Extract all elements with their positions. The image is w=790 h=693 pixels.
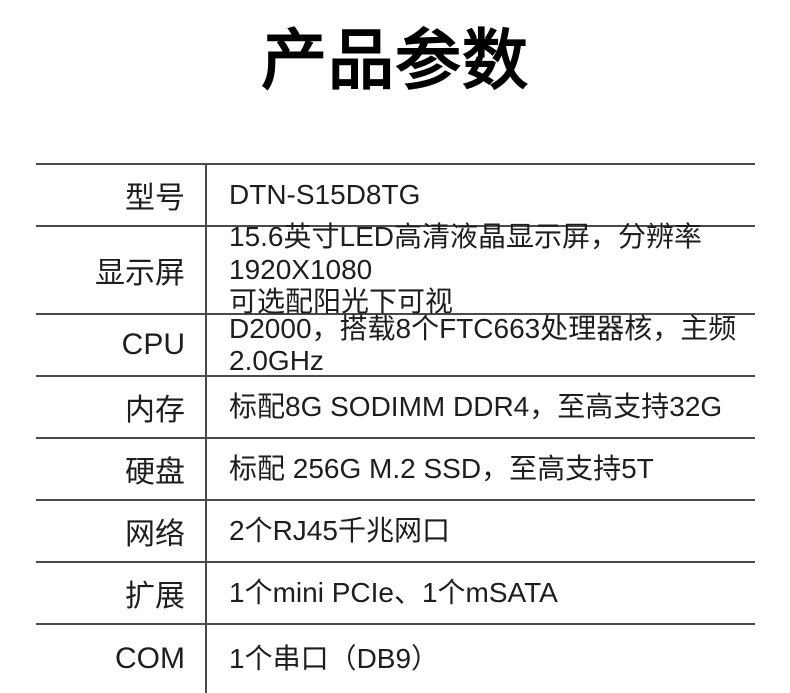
spec-label-expansion: 扩展 [36,563,207,623]
spec-label-memory: 内存 [36,377,207,437]
spec-row-com: COM 1个串口（DB9） [36,623,755,693]
spec-row-network: 网络 2个RJ45千兆网口 [36,499,755,561]
spec-row-memory: 内存 标配8G SODIMM DDR4，至高支持32G [36,375,755,437]
spec-label-storage: 硬盘 [36,439,207,499]
spec-value-model: DTN-S15D8TG [229,178,421,210]
spec-value-display: 15.6英寸LED高清液晶显示屏，分辨率1920X1080 可选配阳光下可视 [229,221,702,318]
spec-row-expansion: 扩展 1个mini PCIe、1个mSATA [36,561,755,623]
page-title: 产品参数 [261,23,529,97]
spec-label-com: COM [36,625,207,693]
spec-table: 型号 DTN-S15D8TG 显示屏 15.6英寸LED高清液晶显示屏，分辨率1… [36,163,755,693]
spec-label-cpu: CPU [36,315,207,375]
spec-value-memory: 标配8G SODIMM DDR4，至高支持32G [229,390,723,422]
spec-row-display: 显示屏 15.6英寸LED高清液晶显示屏，分辨率1920X1080 可选配阳光下… [36,221,755,318]
spec-value-expansion: 1个mini PCIe、1个mSATA [229,576,558,608]
spec-value-com: 1个串口（DB9） [229,642,440,674]
spec-value-network: 2个RJ45千兆网口 [229,514,450,546]
spec-row-storage: 硬盘 标配 256G M.2 SSD，至高支持5T [36,437,755,499]
spec-label-model: 型号 [36,165,207,225]
spec-label-network: 网络 [36,501,207,561]
spec-value-storage: 标配 256G M.2 SSD，至高支持5T [229,452,654,484]
spec-value-cpu: D2000，搭载8个FTC663处理器核，主频2.0GHz [229,312,737,376]
spec-row-model: 型号 DTN-S15D8TG [36,163,755,225]
spec-label-display: 显示屏 [36,227,207,313]
spec-row-cpu: CPU D2000，搭载8个FTC663处理器核，主频2.0GHz [36,312,755,376]
